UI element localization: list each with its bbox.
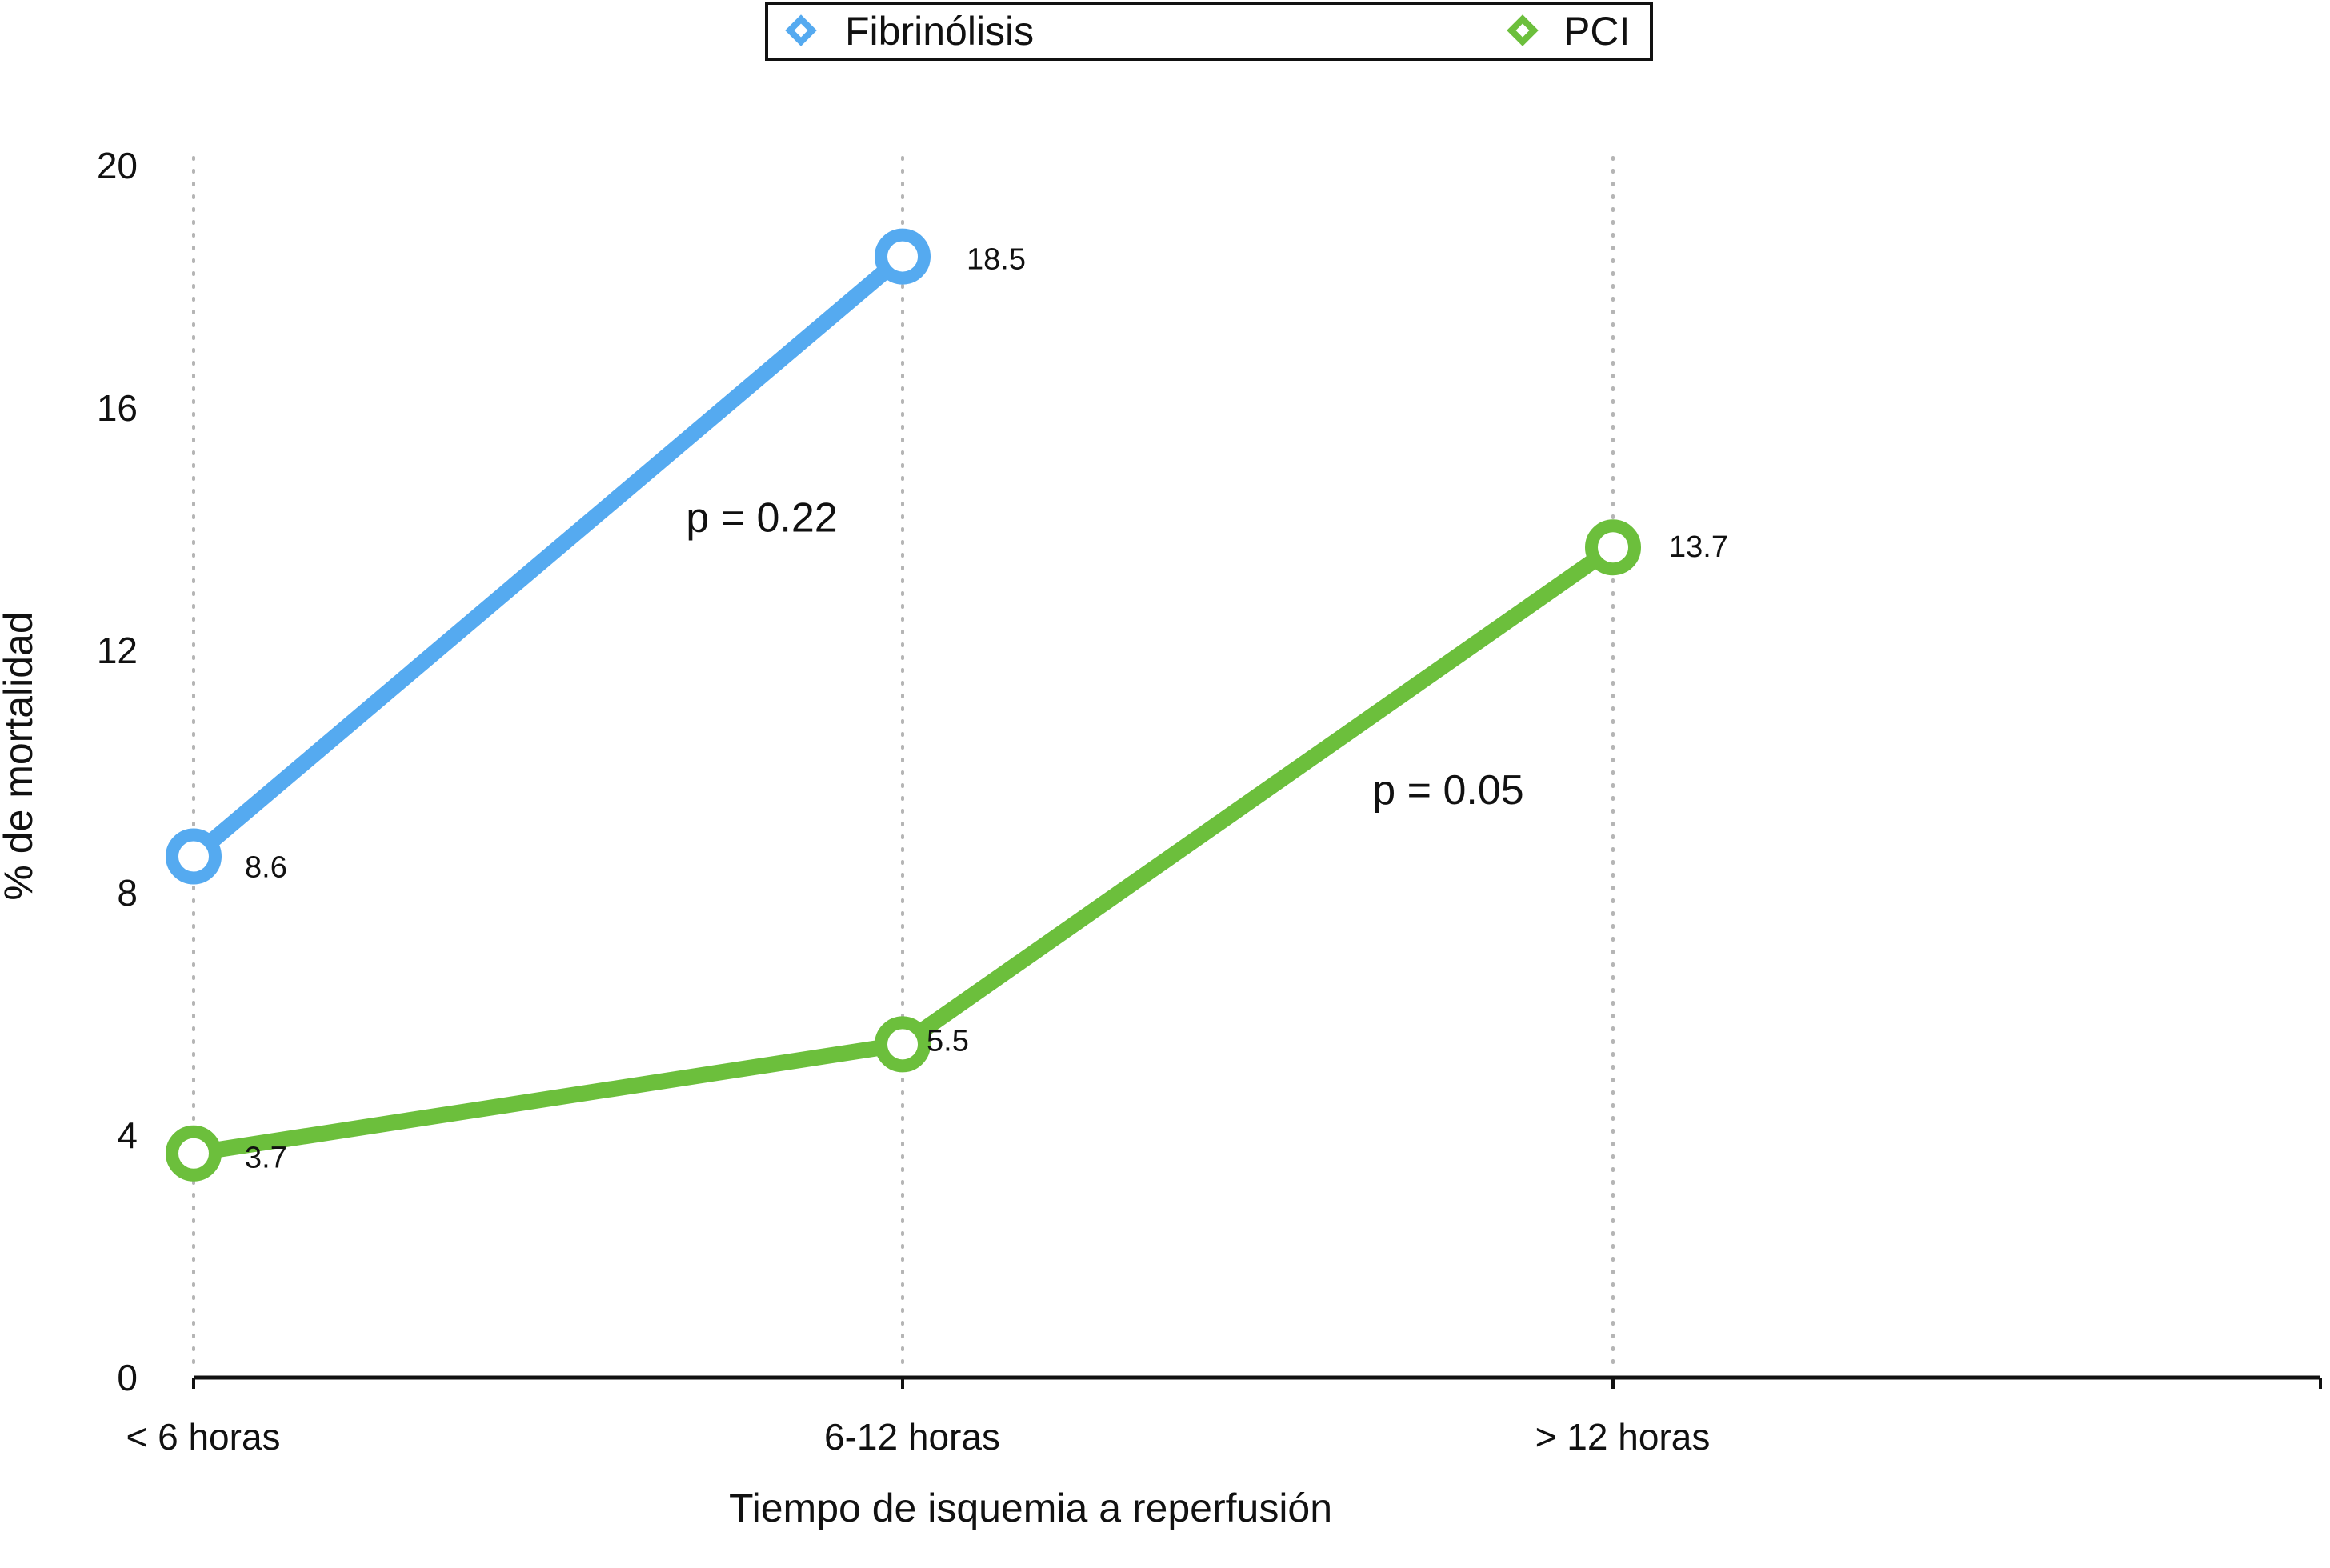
y-tick-label-8: 8 xyxy=(117,872,138,914)
legend-box xyxy=(765,2,1653,61)
series-line-fibrinolisis xyxy=(186,248,911,865)
data-point-fibrinolisis-6-horas xyxy=(166,828,222,885)
y-axis-ticks: 0 4 8 12 16 20 xyxy=(97,145,138,1398)
series-lines xyxy=(166,228,1641,1182)
data-point-pci-6-12-horas xyxy=(875,1016,931,1073)
annotation-p-0-22: p = 0.22 xyxy=(686,494,837,541)
data-label-pci-6-12-horas: 5.5 xyxy=(927,1024,969,1058)
data-label-fibrinolisis-6-12-horas: 18.5 xyxy=(967,243,1026,277)
y-axis-title: % de mortalidad xyxy=(0,611,41,900)
x-axis-ticks: < 6 horas 6-12 horas > 12 horas xyxy=(126,1416,1710,1458)
data-point-fibrinolisis-6-12-horas xyxy=(875,228,931,285)
annotations: p = 0.22 p = 0.05 xyxy=(686,494,1523,814)
legend: Fibrinólisis PCI xyxy=(765,2,1653,61)
data-label-pci-6-horas: 3.7 xyxy=(245,1142,287,1175)
x-tick-label-12-horas: > 12 horas xyxy=(1535,1416,1711,1458)
x-axis-title: Tiempo de isquemia a reperfusión xyxy=(729,1486,1332,1530)
data-label-fibrinolisis-6-horas: 8.6 xyxy=(245,851,287,885)
x-tick-label-6-12-horas: 6-12 horas xyxy=(824,1416,1000,1458)
gridlines xyxy=(192,156,1615,1374)
data-point-pci-6-horas xyxy=(166,1125,222,1182)
legend-label-fibrinolisis: Fibrinólisis xyxy=(845,9,1034,54)
data-point-pci-12-horas xyxy=(1585,519,1641,576)
legend-item-fibrinolisis: Fibrinólisis xyxy=(785,9,1034,54)
y-tick-label-16: 16 xyxy=(97,387,138,429)
legend-marker-fibrinolisis xyxy=(785,14,817,46)
y-tick-label-12: 12 xyxy=(97,630,138,671)
x-axis xyxy=(192,1375,2322,1389)
data-label-pci-12-horas: 13.7 xyxy=(1669,530,1728,564)
annotation-p-0-05: p = 0.05 xyxy=(1372,767,1523,814)
legend-marker-pci xyxy=(1507,14,1539,46)
y-tick-label-20: 20 xyxy=(97,145,138,186)
legend-item-pci: PCI xyxy=(1507,9,1630,54)
y-tick-label-4: 4 xyxy=(117,1114,138,1156)
legend-label-pci: PCI xyxy=(1563,9,1630,54)
data-labels: 8.6 18.5 3.7 5.5 13.7 xyxy=(245,243,1728,1175)
x-tick-label-6-horas: < 6 horas xyxy=(126,1416,280,1458)
y-tick-label-0: 0 xyxy=(117,1357,138,1398)
